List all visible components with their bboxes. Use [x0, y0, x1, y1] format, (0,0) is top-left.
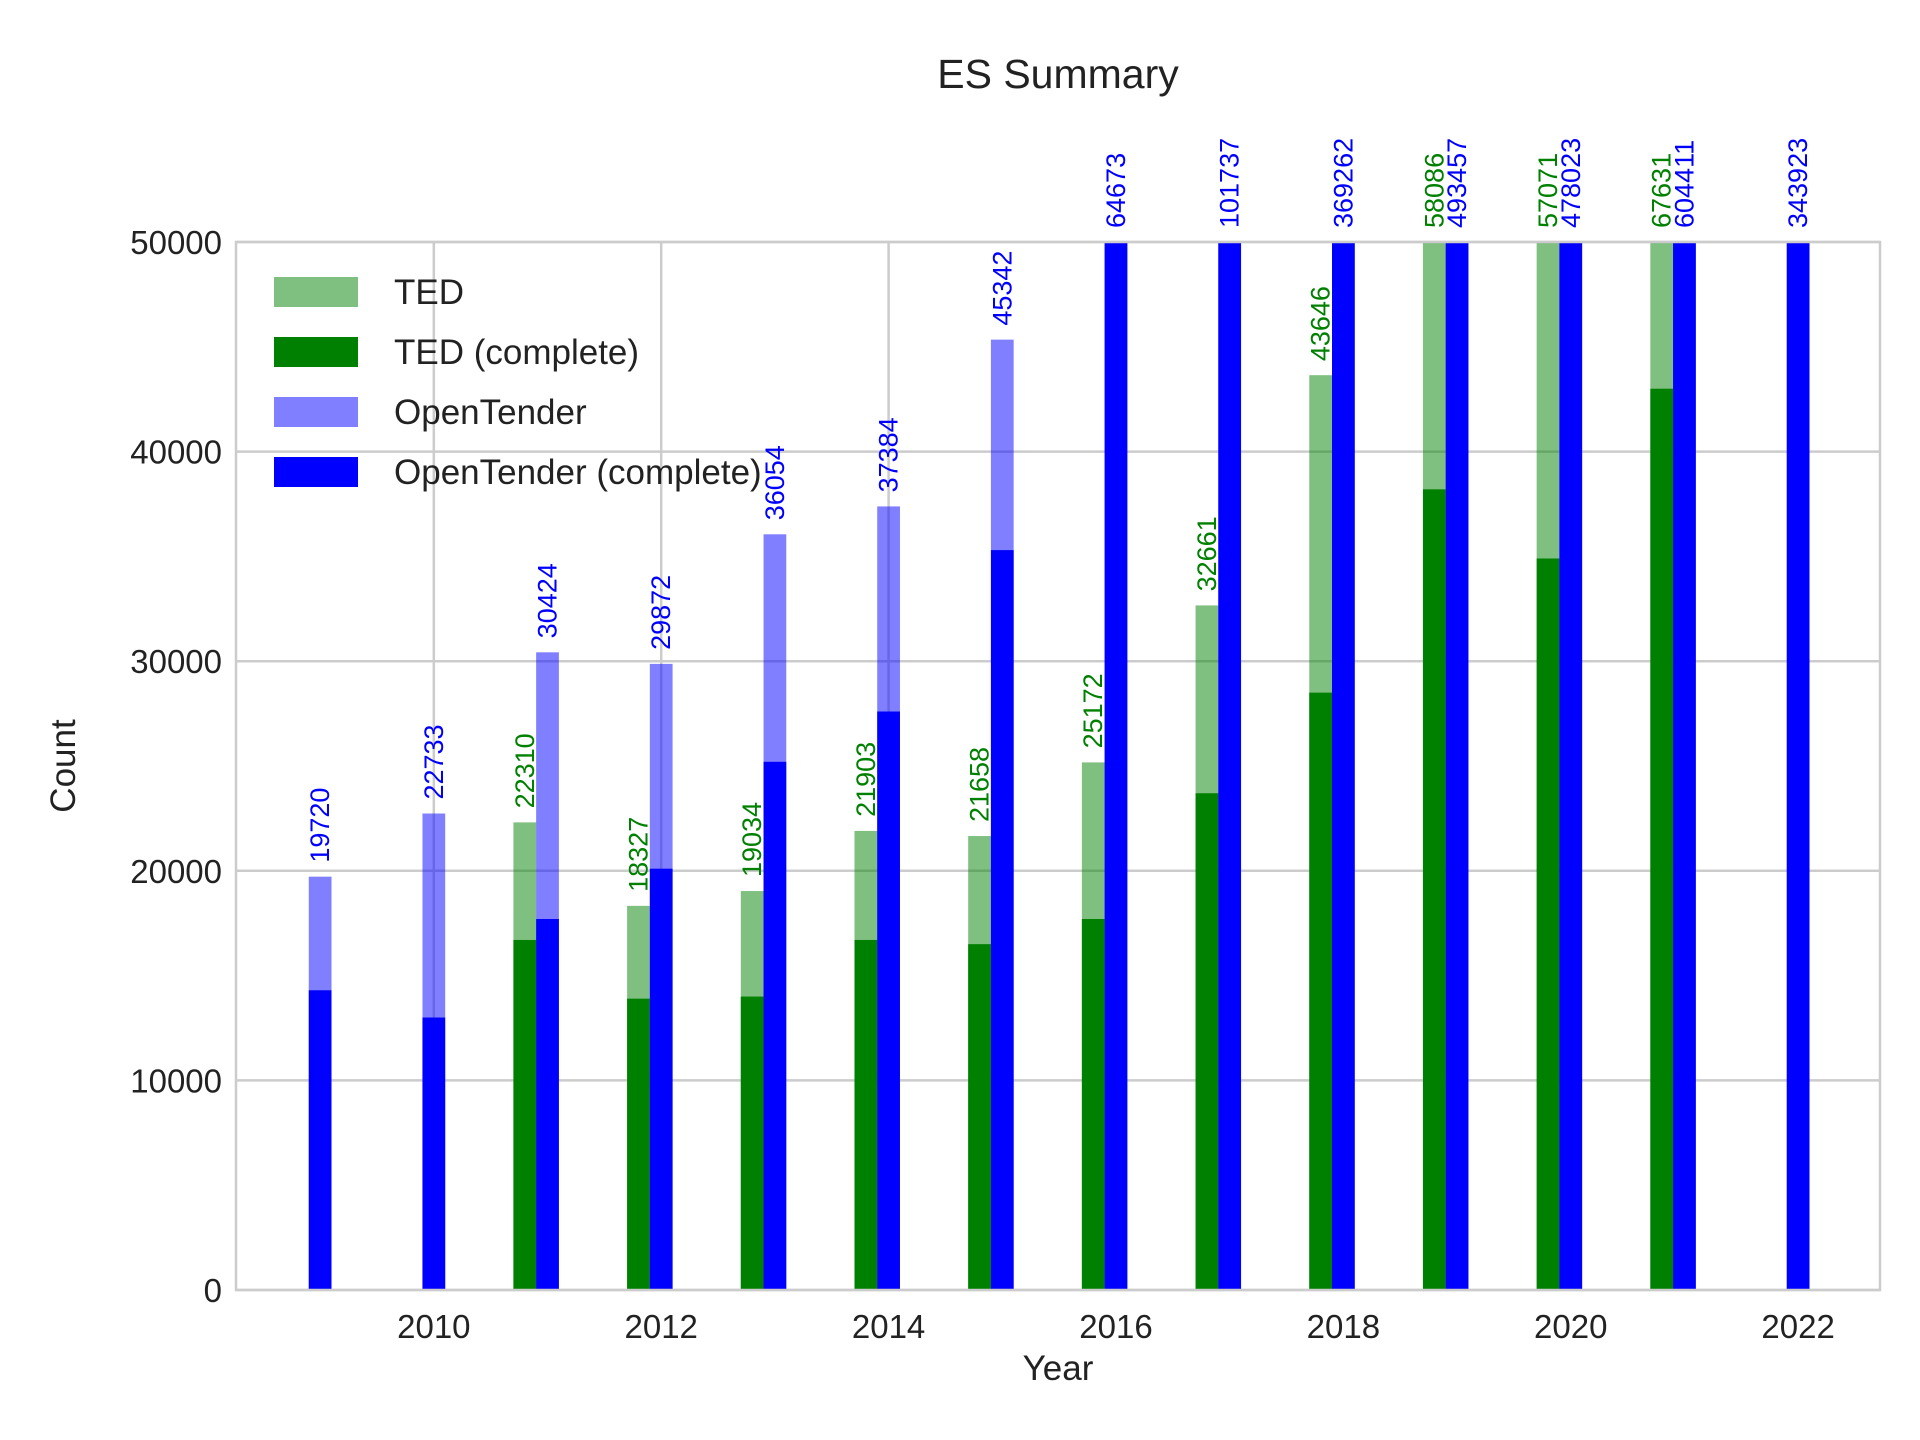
- bar: [1673, 242, 1696, 1290]
- x-tick-label: 2012: [625, 1308, 698, 1345]
- y-tick-label: 50000: [130, 224, 222, 261]
- y-tick-label: 0: [204, 1272, 222, 1309]
- bar: [740, 996, 764, 1290]
- bar: [627, 998, 650, 1290]
- value-label: 22733: [419, 724, 449, 799]
- y-axis-label: Count: [44, 719, 83, 813]
- legend-label: OpenTender: [394, 393, 587, 432]
- bar: [649, 868, 673, 1290]
- value-label: 37384: [874, 417, 904, 492]
- value-label: 21903: [851, 742, 881, 817]
- value-label: 22310: [510, 733, 540, 808]
- y-tick-label: 20000: [130, 853, 222, 890]
- y-tick-label: 30000: [130, 643, 222, 680]
- bar: [513, 939, 537, 1290]
- value-label: 478023: [1556, 138, 1586, 228]
- bar: [536, 919, 559, 1290]
- bar: [854, 939, 878, 1290]
- value-label: 30424: [533, 563, 563, 638]
- value-label: 21658: [965, 747, 995, 822]
- value-label: 64673: [1101, 153, 1131, 228]
- legend-swatch: [274, 337, 358, 367]
- bar: [1104, 242, 1128, 1290]
- bar: [1309, 692, 1332, 1290]
- bar: [968, 944, 991, 1290]
- x-axis-label: Year: [1023, 1349, 1094, 1388]
- bar: [990, 550, 1014, 1290]
- value-label: 36054: [760, 445, 790, 520]
- bar: [1195, 793, 1219, 1290]
- bar: [1445, 242, 1469, 1290]
- value-label: 29872: [646, 575, 676, 650]
- legend-label: TED (complete): [394, 333, 639, 372]
- x-tick-label: 2010: [397, 1308, 470, 1345]
- x-tick-label: 2016: [1079, 1308, 1152, 1345]
- x-tick-label: 2020: [1534, 1308, 1607, 1345]
- value-label: 101737: [1215, 138, 1245, 228]
- legend-swatch: [274, 397, 358, 427]
- value-label: 45342: [987, 251, 1017, 326]
- x-tick-label: 2022: [1761, 1308, 1834, 1345]
- bar: [763, 761, 787, 1290]
- value-label: 67631: [1647, 153, 1677, 228]
- legend-label: TED: [394, 273, 464, 312]
- bar: [1559, 242, 1583, 1290]
- value-label: 19034: [737, 802, 767, 877]
- value-label: 19720: [305, 788, 335, 863]
- legend-swatch: [274, 277, 358, 307]
- plot-frame: [234, 240, 1882, 1292]
- bar: [1218, 242, 1242, 1290]
- bar: [1650, 388, 1674, 1290]
- y-tick-label: 40000: [130, 434, 222, 471]
- bar: [1786, 242, 1810, 1290]
- value-label: 369262: [1328, 138, 1358, 228]
- bars: [308, 242, 1810, 1290]
- bar: [877, 711, 900, 1290]
- y-tick-label: 10000: [130, 1062, 222, 1099]
- x-tick-label: 2018: [1307, 1308, 1380, 1345]
- value-label: 57071: [1533, 153, 1563, 228]
- bar: [308, 990, 332, 1290]
- bar: [1536, 558, 1560, 1290]
- bar: [422, 1017, 446, 1290]
- value-label: 32661: [1192, 516, 1222, 591]
- value-label: 493457: [1442, 138, 1472, 228]
- value-label: 604411: [1669, 140, 1699, 228]
- overlay: 0 10000 20000 30000 40000 50000 2010 2012 2014 20…: [130, 138, 1835, 1345]
- value-label: 343923: [1783, 138, 1813, 228]
- legend-swatch: [274, 457, 358, 487]
- x-tick-label: 2014: [852, 1308, 925, 1345]
- bar: [1422, 489, 1446, 1290]
- value-label: 25172: [1078, 673, 1108, 748]
- chart-title: ES Summary: [937, 51, 1179, 97]
- value-label: 18327: [623, 817, 653, 892]
- bar: [1081, 919, 1105, 1290]
- legend-label: OpenTender (complete): [394, 453, 762, 492]
- value-label: 58086: [1419, 153, 1449, 228]
- bar: [1332, 242, 1355, 1290]
- value-label: 43646: [1306, 286, 1336, 361]
